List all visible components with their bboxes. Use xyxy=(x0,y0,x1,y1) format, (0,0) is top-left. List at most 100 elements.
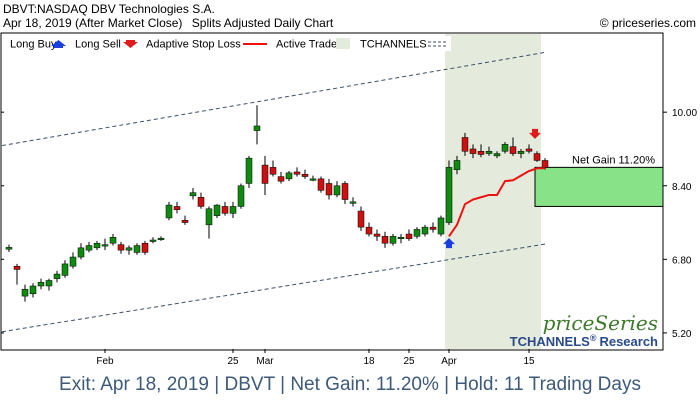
candle-body xyxy=(77,247,85,258)
adaptive-stop-loss-line xyxy=(448,167,545,237)
brand-tchannels: TCHANNELS xyxy=(510,334,590,349)
long-sell-icon xyxy=(123,40,138,48)
y-tick-label: 5.20 xyxy=(672,329,692,340)
candle-body xyxy=(13,265,21,270)
candle-body xyxy=(157,237,165,240)
legend-long-sell-label: Long Sell xyxy=(75,39,121,51)
copyright-text: © priceseries.com xyxy=(599,16,696,30)
active-trade-region xyxy=(445,34,541,349)
candle-body xyxy=(5,247,13,250)
candle-body xyxy=(317,178,325,191)
x-tick-label: 15 xyxy=(523,356,535,367)
legend-long-buy-label: Long Buy xyxy=(10,39,57,51)
candle-body xyxy=(437,217,445,235)
candle-body xyxy=(61,263,69,276)
candle-body xyxy=(477,151,485,155)
candle-body xyxy=(501,144,509,152)
candle-body xyxy=(133,245,141,253)
net-gain-box xyxy=(534,166,664,207)
candle-body xyxy=(277,176,285,182)
candle-body xyxy=(325,183,333,196)
chart-subtitle: Apr 18, 2019 (After Market Close) Splits… xyxy=(3,16,333,30)
candle-body xyxy=(189,192,197,197)
y-axis: 5.20 6.80 8.40 10.00 xyxy=(1,108,697,340)
candle-body xyxy=(413,229,421,237)
candle-body xyxy=(285,172,293,180)
y-tick-label: 8.40 xyxy=(672,182,692,193)
candle-body xyxy=(333,185,341,196)
candle-body xyxy=(125,247,133,251)
candles xyxy=(5,105,549,302)
candle-body xyxy=(525,148,533,152)
candle-body xyxy=(93,242,101,249)
brand-reg: ® xyxy=(590,333,597,343)
long-buy-arrow-icon xyxy=(443,238,455,249)
x-tick-label: 25 xyxy=(403,356,415,367)
candle-body xyxy=(253,125,261,131)
brand-research: Research xyxy=(599,334,658,349)
priceseries-logo: priceSeries xyxy=(543,311,658,335)
trade-summary-footer: Exit: Apr 18, 2019 | DBVT | Net Gain: 11… xyxy=(59,374,641,395)
candle-body xyxy=(21,288,29,297)
channel-lower-line xyxy=(1,243,546,333)
candle-body xyxy=(141,242,149,253)
long-buy-icon xyxy=(51,40,66,48)
date-label: Apr 18, 2019 (After Market Close) xyxy=(3,16,183,30)
x-tick-label: Mar xyxy=(256,356,274,367)
candle-body xyxy=(165,204,173,219)
candle-body xyxy=(85,245,93,251)
x-tick-label: 18 xyxy=(363,356,375,367)
legend-tchannels-label: TCHANNELS xyxy=(360,39,427,51)
candle-body xyxy=(309,178,317,181)
candle-body xyxy=(197,196,205,207)
candle-body xyxy=(341,183,349,200)
candle-body xyxy=(45,280,53,287)
active-trade-legend-swatch xyxy=(336,38,350,49)
candle-body xyxy=(541,160,549,168)
net-gain-label: Net Gain 11.20% xyxy=(572,154,655,166)
candle-body xyxy=(453,160,461,170)
candle-body xyxy=(469,148,477,154)
candle-body xyxy=(237,185,245,207)
legend-adaptive-stop-loss-label: Adaptive Stop Loss xyxy=(146,39,241,51)
candle-body xyxy=(389,236,397,244)
candle-body xyxy=(421,226,429,235)
candle-body xyxy=(37,282,45,287)
candle-body xyxy=(509,146,517,154)
candle-body xyxy=(485,151,493,154)
candle-body xyxy=(101,244,109,247)
candle-body xyxy=(493,153,501,157)
candle-body xyxy=(221,206,229,214)
tchannels-research-brand: TCHANNELS® Research xyxy=(510,333,658,349)
candle-body xyxy=(181,219,189,223)
candle-body xyxy=(517,151,525,154)
legend-active-trade-label: Active Trade xyxy=(276,39,337,51)
candle-body xyxy=(445,167,453,223)
candle-body xyxy=(365,226,373,235)
candle-body xyxy=(29,285,37,295)
candle-body xyxy=(349,201,357,204)
candle-body xyxy=(245,157,253,184)
candle-body xyxy=(533,153,541,161)
y-tick-label: 6.80 xyxy=(672,255,692,266)
candle-body xyxy=(381,236,389,244)
candle-body xyxy=(109,237,117,244)
x-axis: Feb 25 Mar 18 25 Apr 15 xyxy=(96,349,535,367)
candle-body xyxy=(301,174,309,177)
x-tick-label: Apr xyxy=(441,356,457,367)
chart-title: DBVT:NASDAQ DBV Technologies S.A. xyxy=(3,2,215,16)
y-tick-label: 10.00 xyxy=(672,108,697,119)
candle-body xyxy=(213,204,221,216)
legend: Long Buy Long Sell Adaptive Stop Loss Ac… xyxy=(5,36,451,51)
candle-body xyxy=(53,273,61,279)
candle-body xyxy=(229,206,237,214)
candle-body xyxy=(405,233,413,239)
candle-body xyxy=(261,164,269,184)
candle-body xyxy=(373,233,381,237)
candle-body xyxy=(269,167,277,175)
candle-body xyxy=(429,226,437,230)
candle-body xyxy=(117,244,125,251)
candle-body xyxy=(205,208,213,226)
adjust-label: Splits Adjusted Daily Chart xyxy=(191,16,334,30)
